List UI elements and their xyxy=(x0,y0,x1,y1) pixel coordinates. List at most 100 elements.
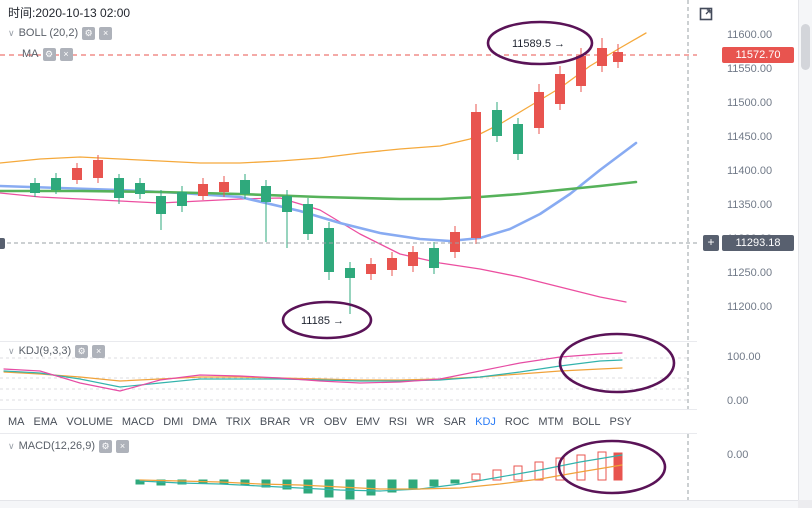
macd-histogram-bar xyxy=(303,479,313,494)
macd-indicator-label: MACD(12,26,9) xyxy=(18,440,96,452)
kdj-k-line xyxy=(3,367,623,382)
candle-body xyxy=(450,232,460,252)
indicator-tab-ma[interactable]: MA xyxy=(8,415,25,428)
axis-label: 11350.00 xyxy=(727,199,773,211)
annotation-ellipse xyxy=(557,439,667,495)
candle-body xyxy=(135,183,145,194)
macd-histogram-bar xyxy=(408,479,418,490)
indicator-tab-rsi[interactable]: RSI xyxy=(388,415,408,428)
annotation-ellipse xyxy=(558,332,676,394)
axis-label: 0.00 xyxy=(727,395,749,407)
kdj-indicator-label: KDJ(9,3,3) xyxy=(18,345,72,357)
indicator-tab-obv[interactable]: OBV xyxy=(323,415,347,428)
macd-histogram-bar xyxy=(450,479,460,484)
vertical-scrollbar-thumb[interactable] xyxy=(801,24,810,70)
indicator-tab-mtm[interactable]: MTM xyxy=(538,415,564,428)
candle-body xyxy=(303,204,313,234)
settings-icon[interactable]: ⚙ xyxy=(75,344,89,358)
candle-body xyxy=(177,192,187,206)
kdj-indicator-header: ∨ KDJ(9,3,3) ⚙ × xyxy=(8,344,106,358)
indicator-tab-trix[interactable]: TRIX xyxy=(225,415,251,428)
kdj-j-line xyxy=(3,352,623,392)
last-price-badge: 11572.70 xyxy=(722,47,794,63)
candle-body xyxy=(576,56,586,86)
candle-body xyxy=(534,92,544,128)
indicator-tab-volume[interactable]: VOLUME xyxy=(66,415,113,428)
macd-histogram-bar xyxy=(324,479,334,498)
indicator-tab-roc[interactable]: ROC xyxy=(504,415,530,428)
settings-icon[interactable]: ⚙ xyxy=(42,47,56,61)
candle-body xyxy=(240,180,250,194)
axis-label: 11550.00 xyxy=(727,63,773,75)
indicator-tab-wr[interactable]: WR xyxy=(416,415,435,428)
candle-body xyxy=(198,184,208,196)
crosshair-price-badge: 11293.18 xyxy=(722,235,794,251)
chevron-down-icon[interactable]: ∨ xyxy=(8,440,15,451)
macd-histogram-bar xyxy=(345,479,355,500)
indicator-tab-dmi[interactable]: DMI xyxy=(163,415,184,428)
fullscreen-icon[interactable] xyxy=(699,7,713,21)
close-icon[interactable]: × xyxy=(92,344,106,358)
settings-icon[interactable]: ⚙ xyxy=(99,439,113,453)
indicator-tab-psy[interactable]: PSY xyxy=(609,415,632,428)
chevron-down-icon[interactable]: ∨ xyxy=(8,27,15,38)
candle-body xyxy=(513,124,523,154)
candle-body xyxy=(219,182,229,192)
macd-dif-line xyxy=(139,454,623,492)
candle-body xyxy=(261,186,271,202)
candle-body xyxy=(492,110,502,136)
indicator-tab-brar[interactable]: BRAR xyxy=(259,415,291,428)
indicator-tab-dma[interactable]: DMA xyxy=(192,415,217,428)
candle-body xyxy=(345,268,355,278)
macd-histogram-bar xyxy=(387,479,397,493)
macd-histogram-bar xyxy=(597,451,607,481)
macd-histogram-bar xyxy=(576,454,586,481)
indicator-tab-vr[interactable]: VR xyxy=(299,415,315,428)
chevron-down-icon[interactable]: ∨ xyxy=(8,345,15,356)
candle-body xyxy=(114,178,124,198)
candle-body xyxy=(366,264,376,274)
crosshair-left-marker xyxy=(0,238,5,249)
macd-dea-line xyxy=(139,464,623,490)
macd-histogram-bar xyxy=(366,479,376,496)
boll-indicator-header: ∨ BOLL (20,2) ⚙ × xyxy=(8,26,113,40)
ma-green-line xyxy=(0,180,638,201)
close-icon[interactable]: × xyxy=(59,47,73,61)
macd-histogram-bar xyxy=(429,479,439,487)
price-axis: 11600.00 11550.00 11500.00 11450.00 11400.00… xyxy=(727,0,797,508)
scrollbar-corner xyxy=(798,500,812,508)
indicator-tab-kdj[interactable]: KDJ xyxy=(475,415,496,428)
macd-histogram-bar xyxy=(471,473,481,481)
candle-body xyxy=(597,48,607,66)
candle-body xyxy=(387,258,397,270)
boll-upper-line xyxy=(0,32,647,164)
axis-label: 11200.00 xyxy=(727,301,773,313)
candle-body xyxy=(282,196,292,212)
settings-icon[interactable]: ⚙ xyxy=(82,26,96,40)
add-button[interactable]: + xyxy=(703,235,719,251)
macd-histogram-bar xyxy=(492,469,502,481)
indicator-tab-boll[interactable]: BOLL xyxy=(572,415,601,428)
vertical-scrollbar[interactable] xyxy=(798,0,812,508)
ma-indicator-label: MA xyxy=(22,48,39,60)
candle-body xyxy=(93,160,103,178)
close-icon[interactable]: × xyxy=(116,439,130,453)
axis-label: 11400.00 xyxy=(727,165,773,177)
indicator-tab-macd[interactable]: MACD xyxy=(121,415,155,428)
indicator-tab-sar[interactable]: SAR xyxy=(443,415,467,428)
indicator-tab-ema[interactable]: EMA xyxy=(33,415,58,428)
macd-indicator-header: ∨ MACD(12,26,9) ⚙ × xyxy=(8,439,130,453)
candle-body xyxy=(471,112,481,238)
axis-label: 11250.00 xyxy=(727,267,773,279)
candle-body xyxy=(324,228,334,272)
macd-histogram-bar xyxy=(240,479,250,486)
annotation-text: 11589.5 → xyxy=(512,38,565,50)
candle-body xyxy=(555,74,565,104)
indicator-tab-emv[interactable]: EMV xyxy=(355,415,380,428)
boll-indicator-label: BOLL (20,2) xyxy=(18,27,79,39)
kdj-d-line xyxy=(3,359,623,388)
horizontal-scrollbar[interactable] xyxy=(0,500,798,508)
close-icon[interactable]: × xyxy=(99,26,113,40)
